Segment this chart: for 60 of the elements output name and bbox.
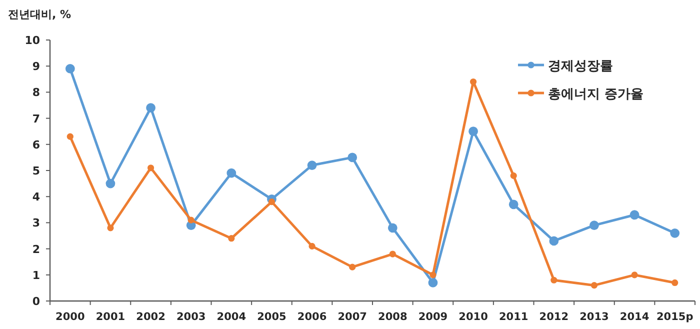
x-tick-label: 2013 <box>580 311 609 323</box>
x-tick-label: 2008 <box>378 311 408 323</box>
x-tick-label: 2007 <box>338 311 367 323</box>
point <box>510 172 517 180</box>
point <box>307 160 317 170</box>
y-tick-label: 3 <box>32 216 40 230</box>
point <box>188 216 194 224</box>
point <box>670 228 680 238</box>
x-tick-label: 2006 <box>297 311 327 323</box>
point <box>147 164 154 172</box>
x-tick-label: 2000 <box>56 311 85 323</box>
legend-label: 총에너지 증가율 <box>548 87 644 102</box>
legend-label: 경제성장률 <box>548 59 613 74</box>
x-tick-label: 2001 <box>96 311 126 323</box>
x-tick-label: 2002 <box>136 311 166 323</box>
x-tick-label: 2014 <box>620 311 650 323</box>
y-tick-label: 2 <box>32 242 40 256</box>
x-tick-label: 2010 <box>458 311 488 323</box>
point <box>349 264 356 270</box>
y-tick-label: 9 <box>32 60 40 74</box>
point <box>428 278 438 288</box>
point <box>590 220 599 230</box>
y-tick-label: 5 <box>32 164 40 178</box>
point <box>226 168 236 178</box>
point <box>550 276 558 284</box>
x-tick-label: 2009 <box>418 311 448 323</box>
point <box>308 242 316 250</box>
point <box>65 64 75 74</box>
point <box>106 178 116 188</box>
point <box>107 224 114 232</box>
point <box>389 250 396 258</box>
y-tick-label: 10 <box>24 34 40 47</box>
y-tick-label: 0 <box>32 295 40 308</box>
point <box>146 103 156 113</box>
point <box>590 282 598 289</box>
y-axis-title: 전년대비, % <box>8 8 72 21</box>
point <box>470 78 477 86</box>
point <box>549 236 559 246</box>
point <box>66 133 74 140</box>
x-tick-label: 2012 <box>539 311 569 323</box>
y-tick-label: 8 <box>32 86 40 100</box>
point <box>430 272 436 278</box>
point <box>468 126 478 136</box>
point <box>630 210 640 220</box>
x-tick-label: 2003 <box>176 311 206 323</box>
x-tick-label: 2005 <box>257 311 286 323</box>
point <box>348 152 358 162</box>
x-tick-label: 2011 <box>498 311 528 323</box>
y-tick-label: 4 <box>32 190 40 204</box>
point <box>388 223 398 233</box>
point <box>228 235 235 242</box>
point <box>268 198 276 206</box>
point <box>508 200 518 210</box>
x-tick-label: 2015p <box>656 311 694 323</box>
y-tick-label: 7 <box>32 112 40 126</box>
x-tick-label: 2004 <box>216 311 246 323</box>
point <box>672 279 678 286</box>
point <box>631 272 638 278</box>
y-tick-label: 1 <box>32 268 40 282</box>
y-tick-label: 6 <box>32 138 40 152</box>
